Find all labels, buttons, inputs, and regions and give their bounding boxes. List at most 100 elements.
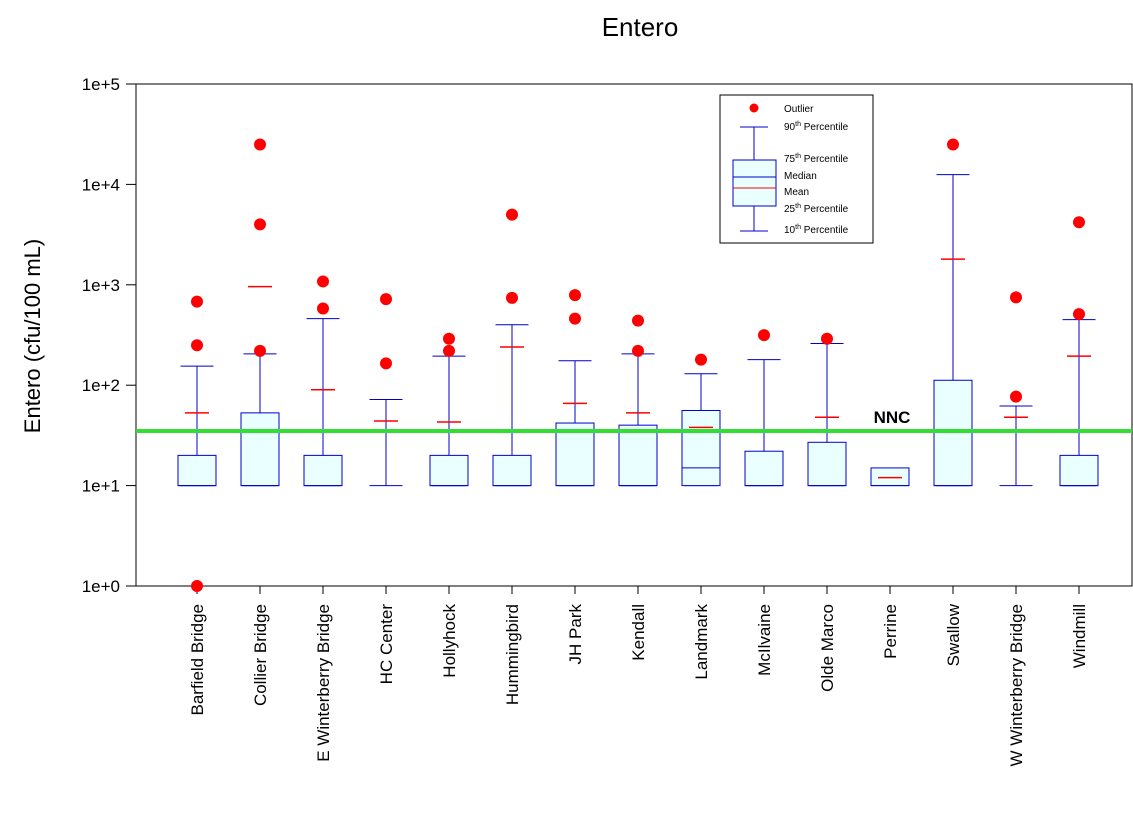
legend-p10-num: 10 [784, 225, 796, 236]
legend-p75-sup: th [795, 153, 801, 160]
outlier-point [569, 312, 581, 325]
legend-outlier-label: Outlier [784, 104, 814, 115]
x-tick-label: HC Center [377, 604, 396, 685]
x-tick-label: McIlvaine [755, 604, 774, 676]
outlier-point [1073, 216, 1085, 229]
outlier-point [947, 138, 959, 151]
outlier-point [443, 332, 455, 345]
outlier-point [254, 218, 266, 231]
outlier-point [317, 302, 329, 315]
box-group [177, 295, 217, 592]
outlier-point [191, 339, 203, 352]
x-tick-label: JH Park [566, 604, 585, 665]
outlier-point [821, 332, 833, 345]
box-group [1059, 216, 1099, 487]
legend-p10-label: 10th Percentile [784, 224, 849, 236]
x-tick-label: Olde Marco [818, 604, 837, 692]
outlier-point [317, 275, 329, 288]
x-tick-label: Hummingbird [503, 604, 522, 705]
outlier-point [695, 353, 707, 366]
outlier-point [632, 344, 644, 357]
outlier-point [569, 289, 581, 302]
box-series [177, 138, 1099, 592]
x-tick-label: E Winterberry Bridge [314, 604, 333, 762]
legend: Outlier 90th Percentile 75th Percentile … [719, 94, 874, 244]
x-tick-label: Windmill [1070, 604, 1089, 668]
iqr-box [681, 409, 721, 487]
x-tick-label: Perrine [881, 604, 900, 659]
chart-title: Entero [602, 12, 679, 42]
x-tick-label: Swallow [944, 603, 963, 666]
legend-p90-num: 90 [784, 122, 796, 133]
nnc-label: NNC [874, 408, 911, 427]
legend-p90-sup: th [795, 121, 801, 128]
box-group [618, 314, 658, 487]
legend-p25-sup: th [795, 203, 801, 210]
y-tick-label: 1e+3 [82, 276, 120, 295]
box-group [681, 353, 721, 487]
iqr-box [492, 454, 532, 487]
legend-p75-text: Percentile [801, 154, 849, 165]
iqr-box [1059, 454, 1099, 487]
box-group [492, 208, 532, 487]
outlier-point [380, 293, 392, 306]
iqr-box [303, 454, 343, 487]
iqr-box [618, 424, 658, 487]
y-axis-label: Entero (cfu/100 mL) [20, 239, 45, 433]
iqr-box [429, 454, 469, 487]
legend-p25-label: 25th Percentile [784, 203, 849, 215]
box-group [999, 291, 1033, 487]
y-tick-label: 1e+0 [82, 577, 120, 596]
outlier-point [506, 291, 518, 304]
outlier-point [1073, 308, 1085, 321]
legend-p90-label: 90th Percentile [784, 121, 849, 133]
legend-p25-num: 25 [784, 204, 796, 215]
box-group [429, 332, 469, 487]
x-tick-label: Hollyhock [440, 604, 459, 678]
iqr-box [870, 467, 910, 487]
outlier-point [380, 357, 392, 370]
x-tick-label: Barfield Bridge [188, 604, 207, 716]
outlier-point [1010, 390, 1022, 403]
y-tick-label: 1e+4 [82, 175, 120, 194]
outlier-point [443, 344, 455, 357]
outlier-point [1010, 291, 1022, 304]
outlier-point [191, 295, 203, 308]
plot-frame [135, 83, 1133, 587]
y-tick-label: 1e+1 [82, 477, 120, 496]
iqr-box [807, 441, 847, 487]
outlier-point [254, 138, 266, 151]
box-group [303, 275, 343, 487]
legend-box [732, 159, 777, 207]
x-axis: Barfield Bridge Collier Bridge E Winterber… [188, 586, 1089, 766]
outlier-point [632, 314, 644, 327]
box-group [369, 293, 403, 487]
legend-p10-text: Percentile [801, 225, 849, 236]
box-group [555, 289, 595, 487]
legend-p90-text: Percentile [801, 122, 849, 133]
y-tick-label: 1e+5 [82, 75, 120, 94]
outlier-point [506, 208, 518, 221]
legend-p75-num: 75 [784, 154, 796, 165]
iqr-box [177, 454, 217, 487]
outlier-point [758, 329, 770, 342]
iqr-box [744, 450, 784, 487]
box-group [870, 467, 910, 487]
box-group [240, 138, 280, 487]
box-group [744, 329, 784, 487]
nnc-threshold: NNC [136, 408, 1132, 433]
box-group [933, 138, 973, 487]
x-tick-label: Landmark [692, 604, 711, 680]
outlier-point [254, 344, 266, 357]
y-tick-label: 1e+2 [82, 376, 120, 395]
box-group [807, 332, 847, 487]
legend-mean-label: Mean [784, 187, 809, 198]
iqr-box [555, 422, 595, 487]
iqr-box [240, 412, 280, 487]
legend-p25-text: Percentile [801, 204, 849, 215]
legend-outlier-marker [749, 103, 759, 113]
legend-p75-label: 75th Percentile [784, 153, 849, 165]
outlier-point [191, 580, 203, 592]
x-tick-label: Kendall [629, 604, 648, 661]
